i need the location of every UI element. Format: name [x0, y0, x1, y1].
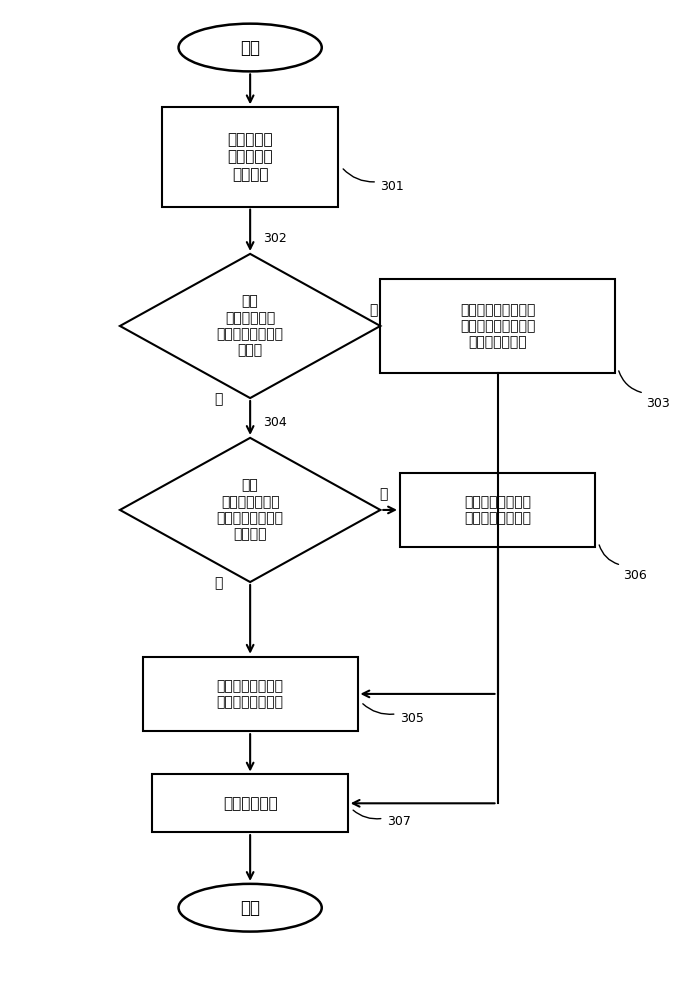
Text: 更新路由列表: 更新路由列表: [223, 796, 278, 811]
Text: 305: 305: [400, 712, 424, 725]
Text: 是: 是: [369, 303, 378, 317]
Text: 303: 303: [646, 397, 670, 410]
Text: 307: 307: [387, 815, 410, 828]
Text: 304: 304: [263, 416, 287, 429]
Text: 是: 是: [214, 576, 222, 590]
Text: 301: 301: [380, 180, 404, 193]
Text: 306: 306: [623, 569, 647, 582]
Bar: [400, 473, 595, 547]
Text: 开始: 开始: [240, 39, 260, 57]
Text: 通过该第二连线路
径传输该数据封包: 通过该第二连线路 径传输该数据封包: [464, 495, 531, 525]
Text: 通过该第一连线路
径传输该数据封包: 通过该第一连线路 径传输该数据封包: [216, 679, 284, 709]
Bar: [162, 107, 338, 207]
Bar: [380, 279, 615, 373]
Text: 判断
该来源端设备
是否对应至该等来
源数据: 判断 该来源端设备 是否对应至该等来 源数据: [216, 295, 284, 357]
Bar: [152, 774, 348, 832]
Text: 根据相对应的预定路
径，将数据封包传输
至该用户端设备: 根据相对应的预定路 径，将数据封包传输 至该用户端设备: [460, 303, 535, 349]
Bar: [143, 657, 357, 731]
Text: 302: 302: [263, 232, 287, 245]
Text: 结束: 结束: [240, 899, 260, 917]
Text: 否: 否: [379, 487, 388, 501]
Text: 判断
该数据封包是否
属于一高传输延迟
敏感数据: 判断 该数据封包是否 属于一高传输延迟 敏感数据: [216, 479, 284, 541]
Text: 否: 否: [214, 392, 222, 406]
Text: 接受来源端
设备传来的
数据封包: 接受来源端 设备传来的 数据封包: [227, 132, 273, 182]
